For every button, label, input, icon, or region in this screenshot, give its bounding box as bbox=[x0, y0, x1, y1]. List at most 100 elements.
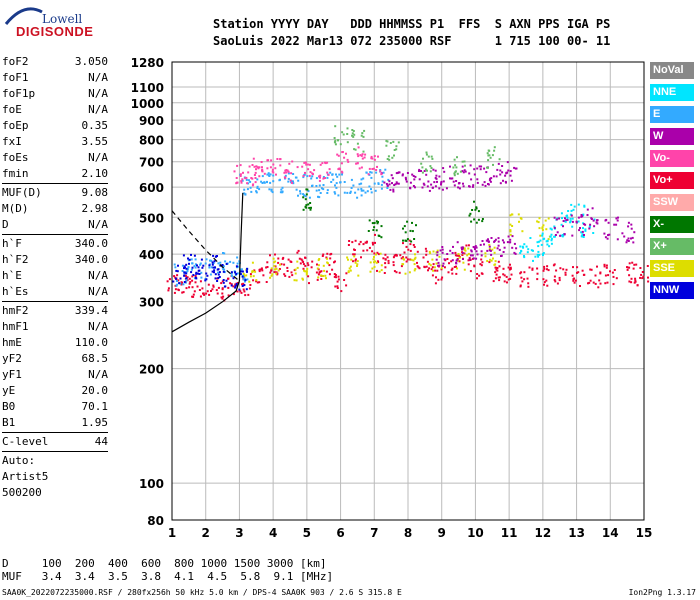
data-point bbox=[501, 171, 504, 174]
data-point bbox=[270, 269, 273, 272]
param-row: MUF(D) 9.08 bbox=[0, 185, 112, 201]
data-point bbox=[628, 266, 631, 269]
data-point bbox=[368, 185, 371, 188]
data-point bbox=[534, 255, 537, 258]
data-point bbox=[168, 278, 171, 281]
data-point bbox=[277, 261, 280, 264]
data-point bbox=[456, 241, 459, 244]
data-point bbox=[596, 219, 599, 222]
data-point bbox=[480, 254, 483, 257]
data-point bbox=[547, 217, 550, 220]
data-point bbox=[352, 135, 355, 138]
data-point bbox=[381, 175, 384, 178]
data-point bbox=[412, 244, 415, 246]
data-point bbox=[328, 168, 331, 171]
data-point bbox=[572, 266, 574, 269]
data-point bbox=[304, 264, 307, 267]
data-point bbox=[449, 165, 451, 168]
data-point bbox=[380, 269, 383, 272]
data-point bbox=[236, 164, 239, 167]
param-label: B0 bbox=[2, 400, 16, 413]
data-point bbox=[466, 254, 469, 257]
data-point bbox=[299, 192, 302, 195]
data-point bbox=[509, 277, 512, 280]
data-point bbox=[456, 172, 459, 175]
data-point bbox=[392, 190, 395, 193]
data-point bbox=[509, 230, 512, 233]
data-point bbox=[337, 275, 340, 278]
data-point bbox=[310, 177, 313, 180]
data-point bbox=[409, 229, 412, 232]
data-point bbox=[211, 263, 214, 266]
data-point bbox=[538, 227, 541, 230]
data-point bbox=[175, 284, 178, 287]
data-point bbox=[362, 249, 365, 252]
data-point bbox=[292, 182, 295, 185]
data-point bbox=[261, 175, 264, 178]
data-point bbox=[217, 277, 220, 279]
data-point bbox=[238, 288, 241, 291]
data-point bbox=[583, 234, 585, 236]
data-point bbox=[354, 259, 357, 262]
data-point bbox=[547, 238, 550, 241]
data-point bbox=[212, 266, 215, 269]
data-point bbox=[229, 282, 232, 285]
data-point bbox=[373, 265, 376, 268]
data-point bbox=[492, 163, 494, 166]
param-label: yF2 bbox=[2, 352, 22, 365]
data-point bbox=[262, 274, 265, 277]
param-row: hmE 110.0 bbox=[0, 335, 112, 351]
data-point bbox=[570, 203, 573, 206]
data-point bbox=[258, 270, 261, 273]
data-point bbox=[509, 233, 512, 236]
data-point bbox=[182, 283, 185, 286]
param-value: 1.95 bbox=[81, 416, 109, 429]
data-point bbox=[397, 141, 400, 144]
data-point bbox=[318, 184, 321, 187]
data-point bbox=[473, 173, 476, 176]
data-point bbox=[406, 238, 409, 241]
data-point bbox=[400, 265, 403, 268]
data-point bbox=[463, 247, 466, 250]
data-point bbox=[310, 266, 313, 269]
data-point bbox=[345, 152, 347, 155]
data-point bbox=[397, 182, 400, 185]
data-point bbox=[443, 258, 446, 261]
data-point bbox=[261, 166, 263, 169]
data-point bbox=[271, 168, 274, 171]
data-point bbox=[183, 281, 186, 283]
data-point bbox=[426, 260, 429, 263]
data-point bbox=[453, 266, 456, 268]
data-point bbox=[639, 267, 642, 269]
param-value: 44 bbox=[94, 435, 108, 448]
data-point bbox=[274, 260, 277, 263]
data-point bbox=[550, 233, 553, 236]
data-point bbox=[290, 172, 293, 175]
data-point bbox=[627, 225, 630, 228]
data-point bbox=[537, 250, 540, 253]
data-point bbox=[331, 173, 334, 176]
data-point bbox=[230, 283, 233, 286]
data-point bbox=[489, 258, 492, 261]
data-point bbox=[408, 271, 411, 274]
data-point bbox=[304, 270, 307, 273]
data-point bbox=[547, 269, 550, 272]
data-point bbox=[212, 285, 215, 288]
data-point bbox=[176, 270, 179, 273]
data-point bbox=[258, 281, 261, 284]
legend-entry: Vo- bbox=[650, 150, 694, 167]
data-point bbox=[521, 280, 524, 283]
data-point bbox=[184, 274, 187, 277]
data-point bbox=[350, 178, 353, 181]
data-point bbox=[336, 153, 339, 156]
data-point bbox=[251, 261, 254, 264]
data-point bbox=[349, 192, 352, 194]
data-point bbox=[503, 274, 506, 277]
data-point bbox=[471, 185, 474, 188]
data-point bbox=[386, 140, 389, 143]
data-point bbox=[189, 281, 192, 284]
data-point bbox=[396, 171, 399, 174]
data-point bbox=[241, 270, 244, 273]
data-point bbox=[256, 187, 259, 189]
data-point bbox=[190, 271, 193, 274]
